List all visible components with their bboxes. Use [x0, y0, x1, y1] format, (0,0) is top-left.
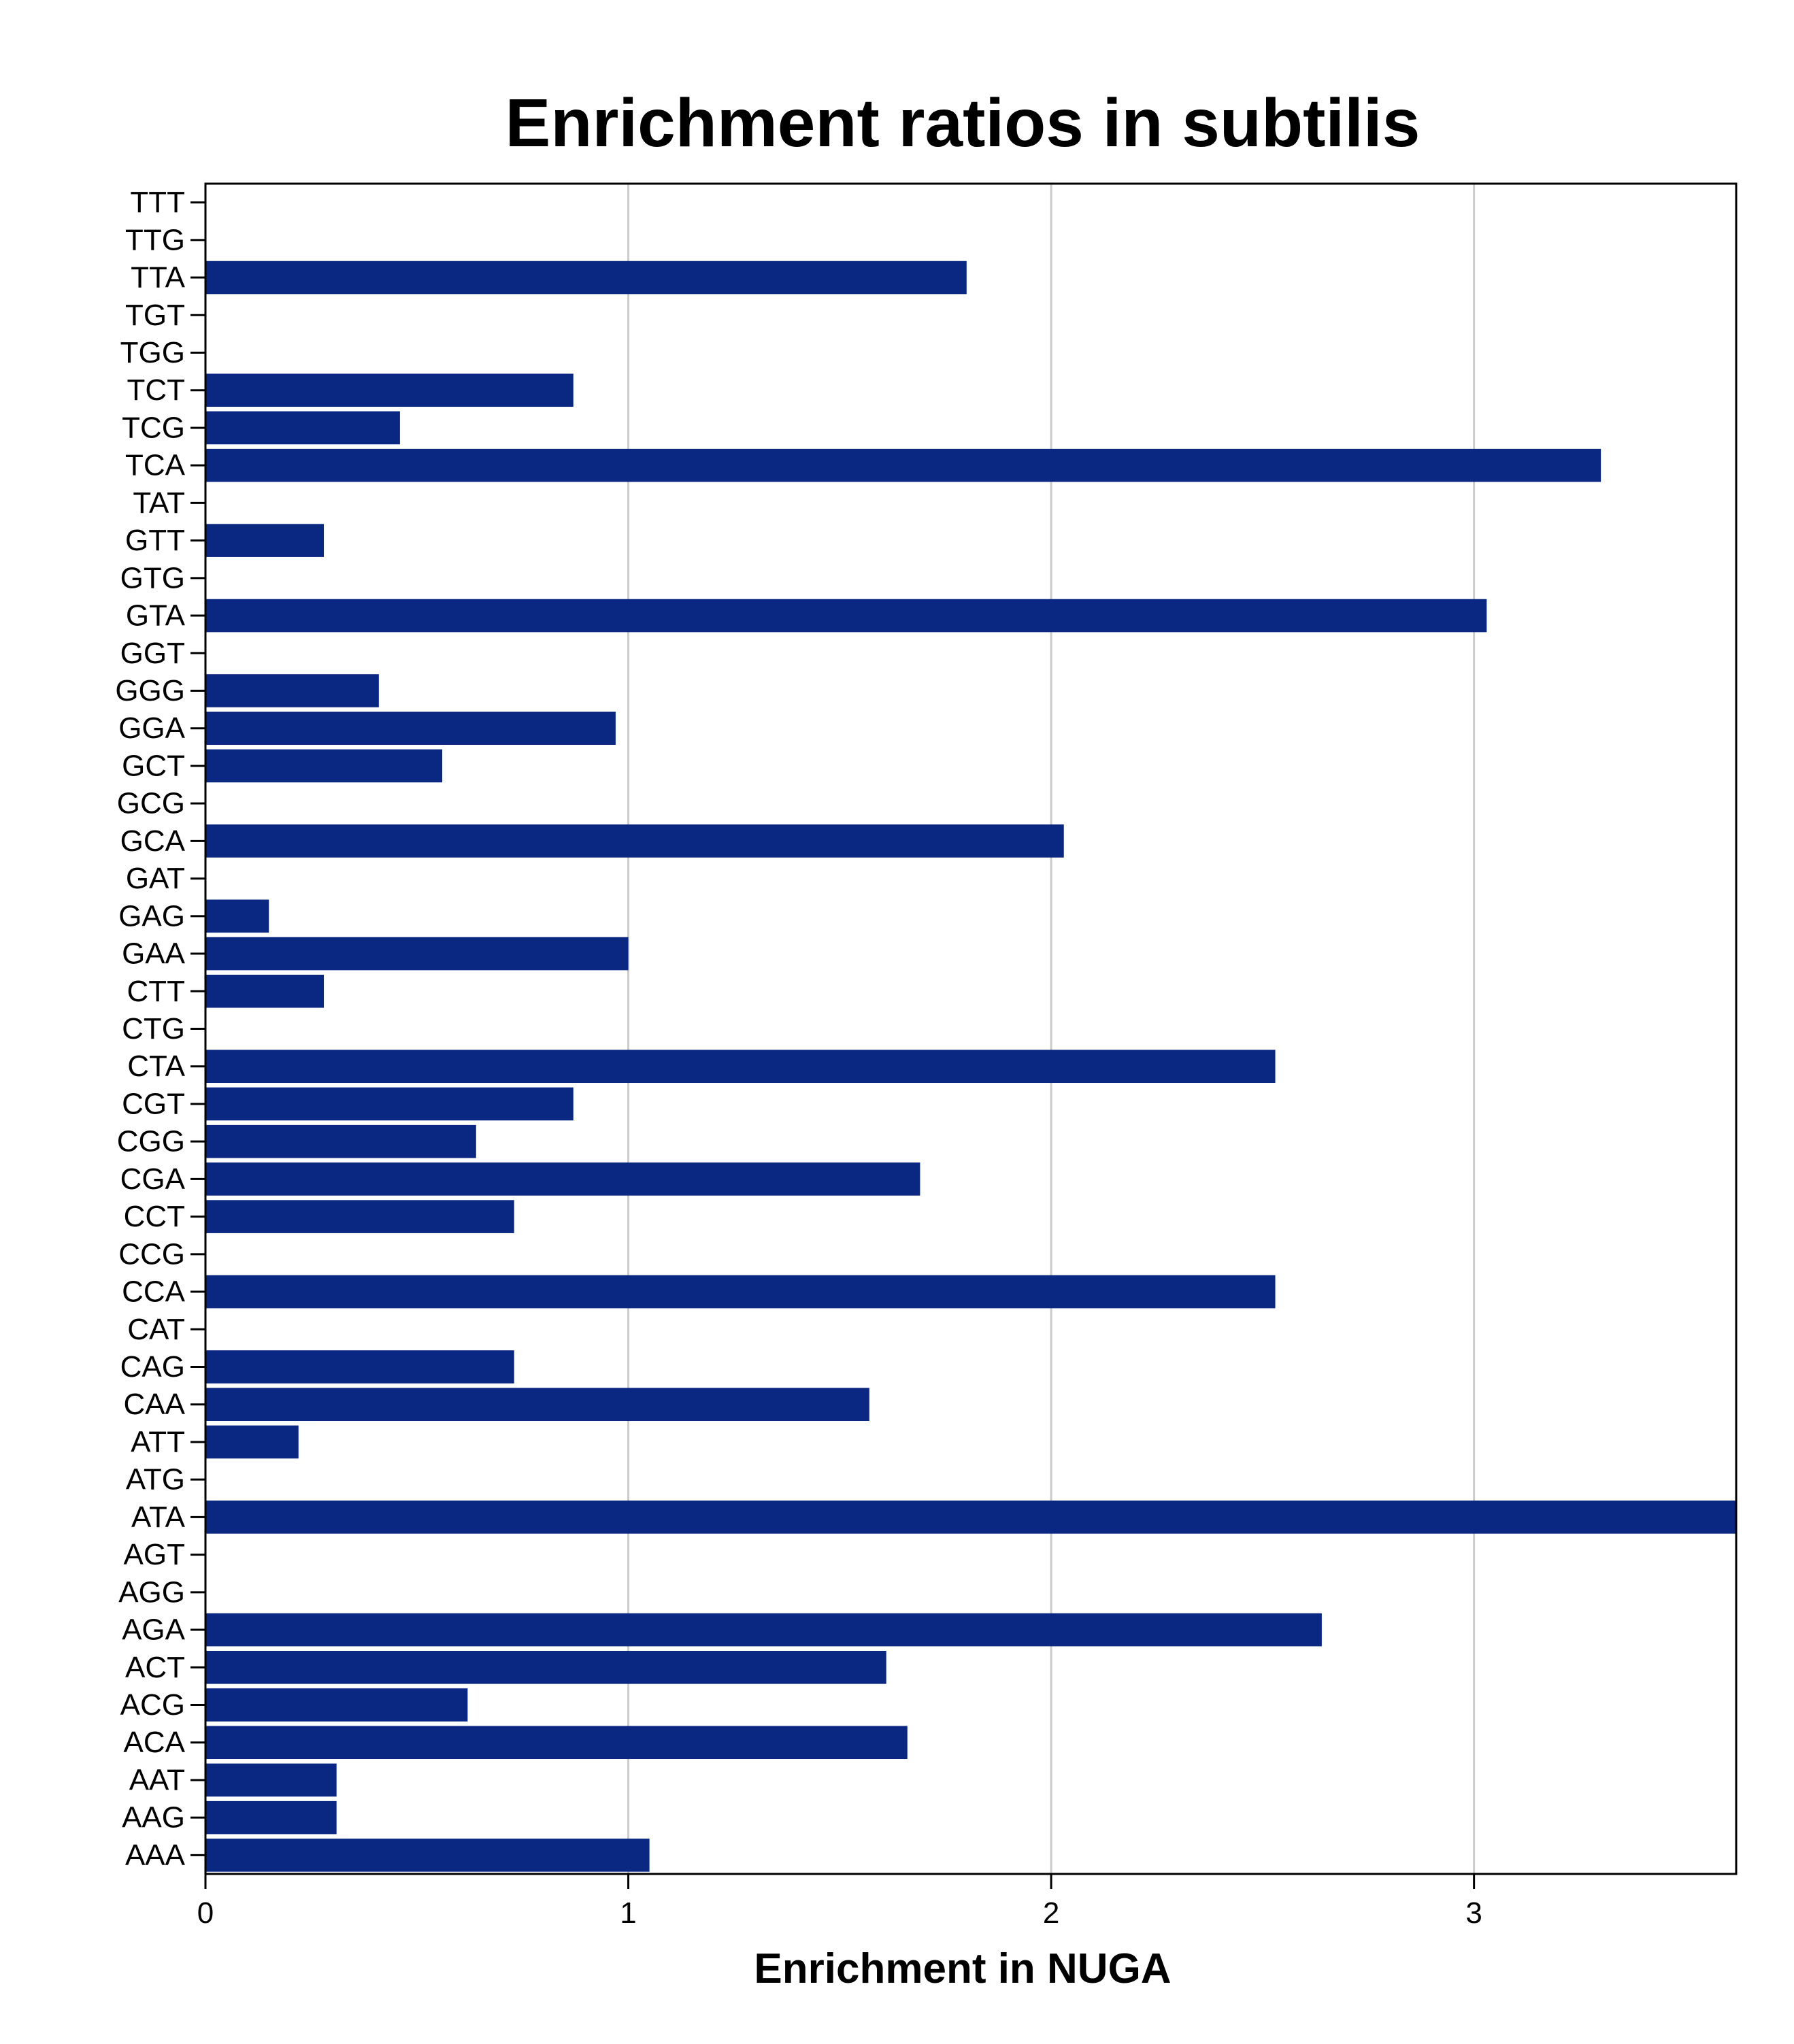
y-tick-label: TGT: [125, 299, 185, 332]
bar-ATT: [205, 1425, 299, 1459]
bar-CTT: [205, 974, 325, 1008]
y-tick-label: TTG: [125, 223, 185, 256]
y-tick-label: GTG: [120, 561, 185, 594]
y-tick-label: AAG: [122, 1801, 185, 1834]
y-tick-label: GCG: [117, 787, 185, 820]
bar-GAG: [205, 899, 269, 933]
y-tick-label: GAT: [126, 862, 185, 895]
y-tick-label: CAG: [120, 1350, 185, 1384]
y-tick-label: GAG: [118, 899, 185, 933]
chart-title: Enrichment ratios in subtilis: [505, 85, 1421, 161]
y-tick-label: GGA: [118, 711, 185, 745]
bar-CGG: [205, 1124, 476, 1158]
bar-ACG: [205, 1688, 468, 1722]
x-axis-ticks: 0 1 2 3: [197, 1874, 1482, 1930]
bar-GCA: [205, 824, 1064, 858]
y-tick-label: GGG: [115, 674, 185, 707]
bar-GGG: [205, 674, 379, 707]
y-tick-label: CGT: [122, 1087, 185, 1120]
bar-GCT: [205, 749, 443, 783]
y-tick-label: CCT: [124, 1200, 185, 1233]
bar-CCT: [205, 1200, 514, 1233]
y-tick-label: TCT: [127, 373, 185, 407]
y-tick-label: ATA: [131, 1501, 186, 1534]
bar-GTA: [205, 599, 1487, 633]
y-tick-label: ACT: [125, 1651, 185, 1684]
bar-GGA: [205, 711, 616, 745]
y-tick-label: TTT: [130, 186, 185, 219]
x-tick-label: 1: [620, 1896, 636, 1930]
y-tick-label: CAA: [124, 1388, 186, 1421]
y-tick-label: CCA: [122, 1275, 186, 1309]
y-tick-label: ATG: [126, 1463, 185, 1496]
bar-CTA: [205, 1050, 1276, 1084]
bar-CGA: [205, 1162, 920, 1196]
y-tick-label: ACA: [124, 1726, 186, 1759]
y-tick-label: ATT: [131, 1425, 185, 1458]
bar-CGT: [205, 1087, 574, 1121]
y-axis-ticks: TTT TTG TTA TGT TGG TCT TCG TCA TAT GTT GTG GTA GGT G…: [115, 186, 205, 1872]
bar-ACA: [205, 1726, 908, 1760]
y-tick-label: GTT: [125, 524, 185, 557]
y-tick-label: CTA: [127, 1050, 185, 1083]
y-tick-label: AGG: [118, 1575, 185, 1609]
y-tick-label: GCA: [120, 824, 186, 858]
y-tick-label: TGG: [120, 336, 185, 369]
y-tick-label: TCA: [125, 449, 186, 482]
bar-GAA: [205, 937, 629, 971]
y-tick-label: TAT: [133, 486, 185, 520]
y-tick-label: GAA: [122, 937, 186, 971]
bar-TCA: [205, 448, 1601, 482]
x-tick-label: 2: [1043, 1896, 1059, 1930]
bar-CAG: [205, 1350, 514, 1384]
x-tick-label: 0: [197, 1896, 214, 1930]
y-tick-label: AAT: [129, 1763, 185, 1796]
y-tick-label: CCG: [118, 1237, 185, 1271]
y-tick-label: CGG: [117, 1125, 185, 1158]
y-tick-label: ACG: [120, 1688, 185, 1722]
bar-AAA: [205, 1839, 650, 1872]
bar-AAG: [205, 1800, 337, 1834]
bar-TCT: [205, 373, 574, 407]
x-tick-label: 3: [1465, 1896, 1482, 1930]
y-tick-label: AAA: [125, 1839, 186, 1872]
bars: [205, 261, 1736, 1872]
y-tick-label: GGT: [120, 637, 185, 670]
y-tick-label: AGT: [124, 1538, 185, 1571]
x-axis-label: Enrichment in NUGA: [754, 1945, 1171, 1992]
y-tick-label: CAT: [127, 1313, 185, 1346]
bar-TCG: [205, 411, 400, 445]
bar-ATA: [205, 1501, 1736, 1534]
y-tick-label: CTT: [127, 975, 185, 1008]
bar-AAT: [205, 1763, 337, 1797]
bar-ACT: [205, 1650, 886, 1684]
bar-CCA: [205, 1275, 1276, 1309]
y-tick-label: GCT: [122, 749, 185, 782]
bar-TTA: [205, 261, 967, 295]
y-tick-label: TCG: [122, 411, 185, 444]
y-tick-label: GTA: [126, 599, 186, 633]
y-tick-label: TTA: [131, 261, 185, 295]
bar-GTT: [205, 524, 325, 557]
bar-AGA: [205, 1613, 1322, 1647]
y-tick-label: CTG: [122, 1012, 185, 1045]
bar-CAA: [205, 1388, 869, 1422]
y-tick-label: CGA: [120, 1162, 186, 1196]
y-tick-label: AGA: [122, 1613, 186, 1647]
